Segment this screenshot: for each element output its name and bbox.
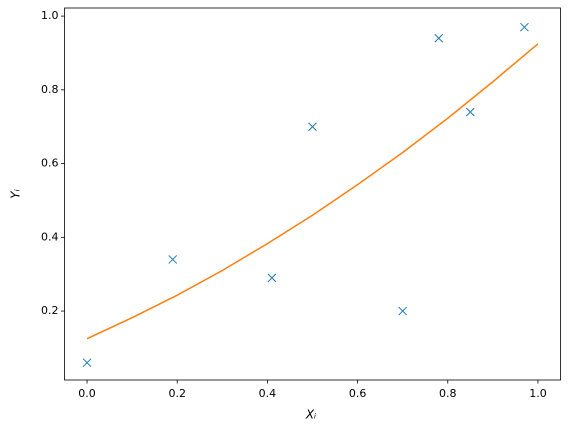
y-tick-label: 0.8 [41,83,59,96]
data-point [267,273,277,283]
x-tick-label: 0.4 [259,387,277,400]
y-tick-label: 0.2 [41,304,59,317]
x-tick-label: 0.0 [78,387,96,400]
y-axis-label: Yᵢ [9,189,23,198]
fit-line [86,43,539,340]
x-tick-label: 0.8 [439,387,457,400]
data-point [82,358,92,368]
data-point [168,255,178,264]
data-point [398,306,408,316]
x-tick-label: 1.0 [529,387,547,400]
data-point [520,22,529,32]
y-tick-label: 1.0 [41,9,59,22]
data-point [434,33,444,43]
y-tick-label: 0.6 [41,157,59,170]
x-tick-label: 0.6 [349,387,367,400]
y-tick-label: 0.4 [41,230,59,243]
data-point [308,122,317,132]
x-tick-label: 0.2 [168,387,186,400]
data-point [465,107,475,117]
x-axis-label: Xᵢ [305,408,316,422]
plot-frame [64,7,561,381]
